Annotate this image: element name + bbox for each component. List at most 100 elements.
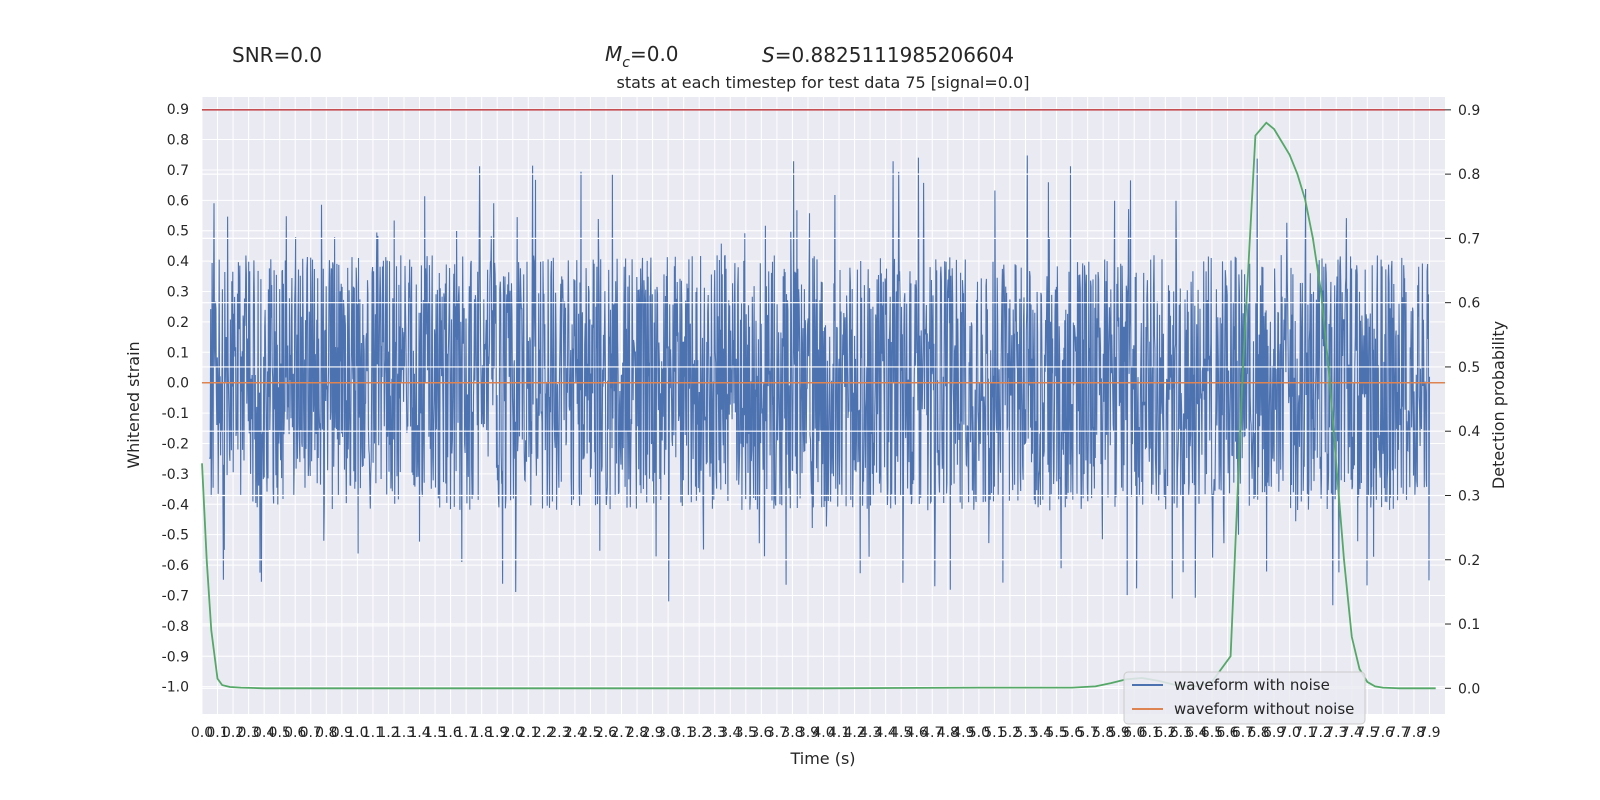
y-tick-label: -0.6: [162, 558, 189, 574]
x-tick-label: 0.2: [222, 725, 244, 741]
x-tick-label: 3.3: [704, 725, 726, 741]
x-tick-label: 5.1: [983, 725, 1005, 741]
x-tick-label: 7.5: [1356, 725, 1378, 741]
y-tick-label: -0.9: [162, 649, 189, 665]
legend-box: [1123, 671, 1366, 725]
x-tick-label: 1.8: [471, 725, 493, 741]
y-tick-label: 0.9: [167, 102, 189, 118]
y-tick-label: 0.8: [167, 133, 189, 149]
x-tick-label: 7.3: [1325, 725, 1347, 741]
x-tick-label: 2.8: [626, 725, 648, 741]
x-tick-label: 3.8: [781, 725, 803, 741]
x-tick-label: 0.8: [315, 725, 337, 741]
mc-value: =0.0: [630, 42, 679, 66]
x-tick-label: 4.7: [921, 725, 943, 741]
y-tick-label: 0.2: [167, 315, 189, 331]
y-tick-label: 0.4: [167, 254, 189, 270]
x-tick-label: 6.3: [1170, 725, 1192, 741]
x-tick-label: 3.7: [766, 725, 788, 741]
x-tick-label: 6.5: [1201, 725, 1223, 741]
x-tick-label: 6.1: [1139, 725, 1161, 741]
x-tick-label: 5.8: [1092, 725, 1114, 741]
x-tick-label: 0.3: [237, 725, 259, 741]
y-tick-label: 0.0: [167, 376, 189, 392]
x-tick-label: 1.3: [393, 725, 415, 741]
x-tick-label: 7.2: [1310, 725, 1332, 741]
x-tick-label: 7.8: [1403, 725, 1425, 741]
y-axis-label: Whitened strain: [124, 341, 143, 468]
s-label: S=0.8825111985206604: [762, 43, 1014, 67]
y-tick-label: -0.8: [162, 619, 189, 635]
y2-axis-label: Detection probability: [1489, 321, 1508, 489]
y-tick-label: 0.5: [167, 224, 189, 240]
x-tick-label: 1.7: [455, 725, 477, 741]
x-axis-label: Time (s): [789, 749, 855, 768]
x-tick-label: 4.2: [843, 725, 865, 741]
x-tick-label: 0.4: [253, 725, 275, 741]
y-tick-label: -0.2: [162, 436, 189, 452]
x-tick-label: 0.5: [269, 725, 291, 741]
x-tick-label: 2.2: [533, 725, 555, 741]
x-tick-label: 2.4: [564, 725, 586, 741]
x-tick-label: 3.2: [688, 725, 710, 741]
x-tick-label: 4.0: [812, 725, 834, 741]
x-tick-label: 6.0: [1123, 725, 1145, 741]
s-symbol: S: [762, 43, 775, 67]
x-tick-label: 1.0: [346, 725, 368, 741]
y-tick-label: 0.6: [167, 193, 189, 209]
x-tick-label: 5.9: [1108, 725, 1130, 741]
x-tick-label: 1.5: [424, 725, 446, 741]
x-tick-label: 1.9: [486, 725, 508, 741]
x-tick-label: 2.9: [641, 725, 663, 741]
x-tick-label: 2.1: [517, 725, 539, 741]
x-tick-label: 2.5: [579, 725, 601, 741]
y-tick-label: -0.5: [162, 528, 189, 544]
x-tick-label: 6.4: [1185, 725, 1207, 741]
x-tick-label: 6.6: [1216, 725, 1238, 741]
x-tick-label: 3.4: [719, 725, 741, 741]
x-tick-label: 5.0: [968, 725, 990, 741]
mc-subscript: c: [622, 55, 630, 71]
x-tick-label: 4.9: [952, 725, 974, 741]
x-tick-label: 7.9: [1418, 725, 1440, 741]
y-tick-label: -0.4: [162, 497, 189, 513]
s-value: =0.8825111985206604: [775, 43, 1014, 67]
x-tick-label: 2.6: [595, 725, 617, 741]
x-tick-label: 3.1: [673, 725, 695, 741]
x-tick-label: 0.9: [331, 725, 353, 741]
x-tick-label: 5.4: [1030, 725, 1052, 741]
y2-tick-label: 0.6: [1458, 296, 1480, 312]
y-tick-label: -1.0: [162, 680, 189, 696]
y-tick-label: 0.7: [167, 163, 189, 179]
y-tick-label: 0.3: [167, 285, 189, 301]
x-tick-label: 4.4: [875, 725, 897, 741]
chart-title: stats at each timestep for test data 75 …: [617, 73, 1030, 92]
x-tick-label: 6.8: [1247, 725, 1269, 741]
x-tick-label: 1.6: [439, 725, 461, 741]
x-tick-label: 0.1: [206, 725, 228, 741]
legend-label-clean: waveform without noise: [1174, 700, 1354, 718]
x-tick-label: 1.4: [408, 725, 430, 741]
x-tick-label: 7.4: [1341, 725, 1363, 741]
x-tick-label: 1.1: [362, 725, 384, 741]
waveform-with-noise-series: [209, 155, 1431, 606]
x-tick-label: 0.6: [284, 725, 306, 741]
x-tick-label: 1.2: [377, 725, 399, 741]
y-tick-label: -0.1: [162, 406, 189, 422]
x-tick-label: 3.9: [797, 725, 819, 741]
y2-tick-label: 0.1: [1458, 617, 1480, 633]
x-tick-label: 6.7: [1232, 725, 1254, 741]
x-tick-label: 0.7: [300, 725, 322, 741]
x-tick-label: 2.3: [548, 725, 570, 741]
x-tick-label: 4.3: [859, 725, 881, 741]
x-tick-label: 2.0: [502, 725, 524, 741]
x-tick-label: 5.3: [1014, 725, 1036, 741]
x-tick-label: 3.0: [657, 725, 679, 741]
axis-ticks: 0.00.10.20.30.40.50.60.70.80.91.01.11.21…: [162, 102, 1481, 741]
y2-tick-label: 0.0: [1458, 681, 1480, 697]
x-tick-label: 6.2: [1154, 725, 1176, 741]
x-tick-label: 5.2: [999, 725, 1021, 741]
x-tick-label: 5.5: [1045, 725, 1067, 741]
y-tick-label: 0.1: [167, 345, 189, 361]
